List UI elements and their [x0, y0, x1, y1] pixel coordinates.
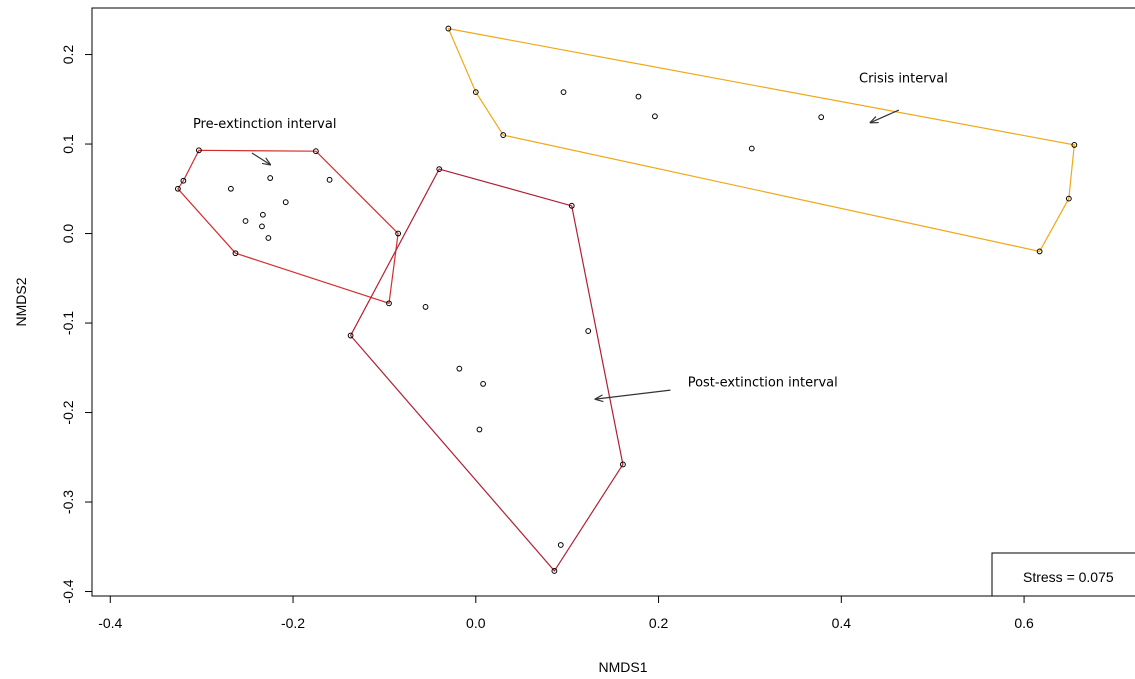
data-point — [818, 114, 825, 121]
y-tick-label: -0.3 — [60, 490, 76, 514]
data-point — [551, 568, 558, 574]
data-point — [180, 177, 187, 184]
data-point — [326, 176, 333, 183]
data-point — [227, 185, 234, 192]
x-axis-title: NMDS1 — [598, 659, 647, 675]
data-point — [386, 300, 392, 307]
data-point — [748, 145, 755, 152]
y-axis: -0.4 -0.3 -0.2 -0.1 0.0 0.1 0.2 — [60, 45, 93, 604]
data-point — [232, 250, 239, 257]
x-tick-label: -0.2 — [281, 615, 305, 631]
hull-polygons — [177, 27, 1075, 572]
data-point — [259, 223, 265, 230]
annotation-arrow — [596, 389, 671, 399]
data-point — [651, 113, 658, 120]
data-point — [196, 147, 202, 154]
data-point — [259, 211, 266, 218]
hull-0 — [177, 149, 399, 305]
x-tick-label: 0.6 — [1014, 615, 1034, 631]
data-point — [585, 328, 592, 334]
stress-label: Stress = 0.075 — [1023, 569, 1114, 585]
data-point — [1071, 142, 1078, 148]
data-point — [242, 218, 249, 224]
annotation-label: Pre-extinction interval — [193, 117, 337, 132]
data-point — [472, 89, 479, 96]
data-point — [1036, 248, 1043, 255]
data-point — [557, 542, 564, 548]
data-point — [635, 93, 642, 100]
data-point — [265, 235, 272, 241]
y-tick-label: -0.2 — [60, 400, 76, 424]
data-point — [422, 304, 429, 310]
x-tick-label: 0.0 — [466, 615, 486, 631]
data-point — [347, 332, 354, 339]
hull-1 — [447, 27, 1075, 253]
data-point — [480, 380, 487, 387]
annotation-arrow — [871, 109, 900, 123]
data-point — [560, 89, 567, 96]
data-point — [174, 185, 181, 192]
data-point — [1065, 195, 1072, 202]
annotation-label: Crisis interval — [859, 71, 948, 86]
data-point — [267, 175, 274, 181]
data-point — [445, 25, 452, 32]
y-tick-label: -0.1 — [60, 311, 76, 335]
plot-frame — [91, 7, 1135, 597]
data-point — [282, 199, 289, 206]
x-tick-label: 0.2 — [649, 615, 669, 631]
y-axis-title: NMDS2 — [13, 277, 29, 326]
data-point — [568, 202, 575, 209]
interval-annotations: Pre-extinction interval Crisis interval Po… — [193, 71, 948, 399]
x-tick-label: 0.4 — [832, 615, 852, 631]
hull-2 — [349, 168, 624, 572]
data-point — [620, 461, 626, 468]
data-point — [395, 230, 402, 237]
data-point — [456, 365, 463, 372]
data-point — [312, 148, 319, 155]
y-tick-label: 0.2 — [60, 45, 76, 65]
x-axis: -0.4 -0.2 0.0 0.2 0.4 0.6 — [98, 595, 1034, 631]
x-tick-label: -0.4 — [98, 615, 122, 631]
annotation-arrow — [251, 152, 270, 165]
data-points — [174, 25, 1078, 574]
y-tick-label: -0.4 — [60, 579, 76, 603]
y-tick-label: 0.0 — [60, 224, 76, 244]
data-point — [476, 426, 483, 433]
annotation-label: Post-extinction interval — [688, 376, 838, 391]
y-tick-label: 0.1 — [60, 134, 76, 154]
data-point — [500, 132, 507, 138]
stress-box — [991, 552, 1135, 597]
data-point — [436, 166, 443, 172]
